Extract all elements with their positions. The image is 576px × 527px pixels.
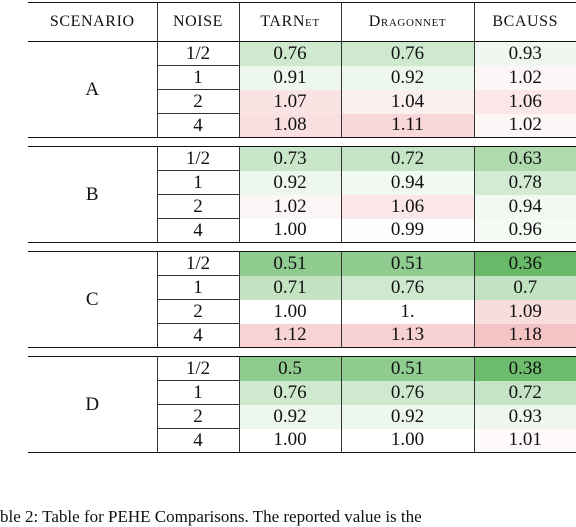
table-row: 2 0.92 0.92 0.93	[28, 404, 576, 429]
dragonnet-value-cell: 1.00	[340, 428, 474, 453]
header-row: SCENARIO NOISE TARNet Dragonnet BCAUSS	[28, 2, 576, 42]
noise-cell: 2	[157, 299, 240, 324]
bcauss-value-cell: 0.38	[473, 356, 576, 381]
noise-cell: 4	[157, 323, 240, 348]
dragonnet-value-cell: 0.99	[340, 218, 474, 243]
table-row: A 1/2 0.76 0.76 0.93	[28, 41, 576, 138]
tarnet-value-cell: 0.92	[239, 404, 341, 429]
scenario-label: D	[28, 356, 158, 453]
scenario-gap	[28, 243, 576, 252]
noise-cell: 1	[157, 380, 240, 405]
tarnet-value-cell: 0.76	[239, 41, 341, 66]
dragonnet-value-cell: 0.94	[340, 170, 474, 195]
scenario-gap	[28, 138, 576, 147]
bcauss-value-cell: 0.63	[473, 146, 576, 171]
scenario-gap	[28, 348, 576, 357]
scenario-label: A	[28, 41, 158, 138]
table-row: 4 1.00 0.99 0.96	[28, 218, 576, 243]
bcauss-value-cell: 0.36	[473, 251, 576, 276]
noise-cell: 2	[157, 89, 240, 114]
noise-cell: 4	[157, 113, 240, 138]
noise-cell: 2	[157, 194, 240, 219]
dragonnet-value-cell: 1.11	[340, 113, 474, 138]
bcauss-value-cell: 1.09	[473, 299, 576, 324]
dragonnet-value-cell: 0.72	[340, 146, 474, 171]
table-row: C 1/2 0.51 0.51 0.36	[28, 251, 576, 348]
noise-cell: 1	[157, 65, 240, 90]
tarnet-value-cell: 1.00	[239, 299, 341, 324]
noise-cell: 1	[157, 275, 240, 300]
noise-cell: 2	[157, 404, 240, 429]
table-row: 4 1.00 1.00 1.01	[28, 428, 576, 453]
dragonnet-value-cell: 0.51	[340, 251, 474, 276]
dragonnet-value-cell: 0.92	[340, 404, 474, 429]
bcauss-value-cell: 1.02	[473, 65, 576, 90]
table-row: 1 0.76 0.76 0.72	[28, 380, 576, 405]
table-row: 2 1.07 1.04 1.06	[28, 89, 576, 114]
results-table-container: SCENARIO NOISE TARNet Dragonnet BCAUSS A…	[28, 2, 576, 453]
table-row: 4 1.08 1.11 1.02	[28, 113, 576, 138]
dragonnet-value-cell: 0.76	[340, 275, 474, 300]
bcauss-value-cell: 1.02	[473, 113, 576, 138]
table-row: 4 1.12 1.13 1.18	[28, 323, 576, 348]
noise-cell: 1	[157, 170, 240, 195]
tarnet-value-cell: 0.92	[239, 170, 341, 195]
pehe-comparison-table: SCENARIO NOISE TARNet Dragonnet BCAUSS A…	[28, 2, 576, 453]
tarnet-value-cell: 0.91	[239, 65, 341, 90]
tarnet-value-cell: 0.73	[239, 146, 341, 171]
tarnet-value-cell: 1.02	[239, 194, 341, 219]
gap-cell	[28, 138, 576, 147]
header-dragonnet: Dragonnet	[340, 2, 474, 42]
bcauss-value-cell: 1.01	[473, 428, 576, 453]
bcauss-value-cell: 1.06	[473, 89, 576, 114]
bcauss-value-cell: 0.93	[473, 404, 576, 429]
bcauss-value-cell: 0.7	[473, 275, 576, 300]
noise-cell: 1/2	[157, 41, 240, 66]
table-row: B 1/2 0.73 0.72 0.63	[28, 146, 576, 243]
tarnet-value-cell: 1.00	[239, 218, 341, 243]
bcauss-value-cell: 0.78	[473, 170, 576, 195]
noise-cell: 1/2	[157, 251, 240, 276]
dragonnet-value-cell: 0.76	[340, 380, 474, 405]
dragonnet-value-cell: 1.13	[340, 323, 474, 348]
noise-cell: 4	[157, 428, 240, 453]
dragonnet-value-cell: 1.06	[340, 194, 474, 219]
dragonnet-value-cell: 1.	[340, 299, 474, 324]
tarnet-value-cell: 1.12	[239, 323, 341, 348]
scenario-label: C	[28, 251, 158, 348]
dragonnet-value-cell: 1.04	[340, 89, 474, 114]
bcauss-value-cell: 0.93	[473, 41, 576, 66]
header-bcauss: BCAUSS	[473, 2, 576, 42]
tarnet-value-cell: 1.00	[239, 428, 341, 453]
dragonnet-value-cell: 0.92	[340, 65, 474, 90]
table-row: 2 1.02 1.06 0.94	[28, 194, 576, 219]
header-scenario: SCENARIO	[28, 2, 157, 42]
noise-cell: 1/2	[157, 356, 240, 381]
tarnet-value-cell: 0.51	[239, 251, 341, 276]
noise-cell: 4	[157, 218, 240, 243]
table-row: D 1/2 0.5 0.51 0.38	[28, 356, 576, 453]
tarnet-value-cell: 0.71	[239, 275, 341, 300]
bcauss-value-cell: 1.18	[473, 323, 576, 348]
tarnet-value-cell: 1.08	[239, 113, 341, 138]
dragonnet-value-cell: 0.51	[340, 356, 474, 381]
table-row: 1 0.92 0.94 0.78	[28, 170, 576, 195]
table-row: 1 0.71 0.76 0.7	[28, 275, 576, 300]
tarnet-value-cell: 0.76	[239, 380, 341, 405]
table-row: 1 0.91 0.92 1.02	[28, 65, 576, 90]
table-row: 2 1.00 1. 1.09	[28, 299, 576, 324]
dragonnet-value-cell: 0.76	[340, 41, 474, 66]
bcauss-value-cell: 0.72	[473, 380, 576, 405]
noise-cell: 1/2	[157, 146, 240, 171]
bcauss-value-cell: 0.94	[473, 194, 576, 219]
table-caption: ble 2: Table for PEHE Comparisons. The r…	[0, 507, 422, 526]
bcauss-value-cell: 0.96	[473, 218, 576, 243]
scenario-label: B	[28, 146, 158, 243]
gap-cell	[28, 348, 576, 357]
header-noise: NOISE	[156, 2, 239, 42]
tarnet-value-cell: 0.5	[239, 356, 341, 381]
tarnet-value-cell: 1.07	[239, 89, 341, 114]
header-tarnet: TARNet	[238, 2, 341, 42]
gap-cell	[28, 243, 576, 252]
